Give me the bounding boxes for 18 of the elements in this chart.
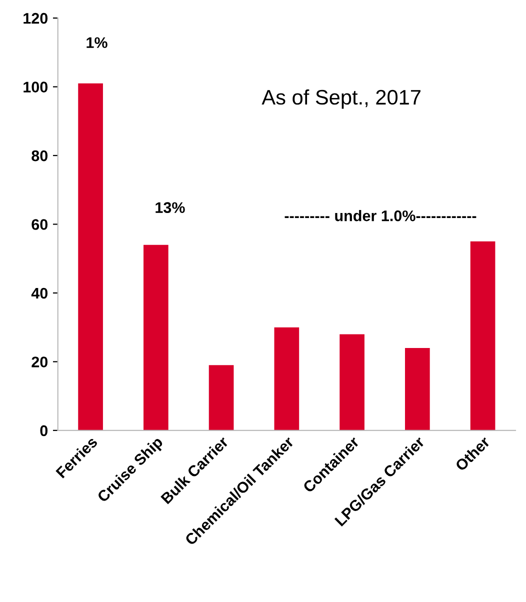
y-tick-label: 40 [31,288,48,299]
y-tick-label: 20 [32,356,48,368]
y-tick-label: 0 [40,425,48,436]
y-tick-label: 80 [32,150,48,162]
bar [340,334,364,430]
bar [208,365,234,430]
annotation: As of Sept., 2017 [262,89,420,109]
bar [404,348,430,430]
bar [470,241,496,430]
bar [144,244,168,430]
annotation: 13% [156,202,185,213]
bar [274,327,300,430]
y-tick-label: 60 [32,219,48,230]
annotation: 1% [86,37,108,48]
annotation: --------- under 1.0%------------ [284,210,476,222]
y-tick-label: 100 [24,82,48,92]
y-tick-label: 120 [24,12,48,24]
bar [78,83,103,430]
